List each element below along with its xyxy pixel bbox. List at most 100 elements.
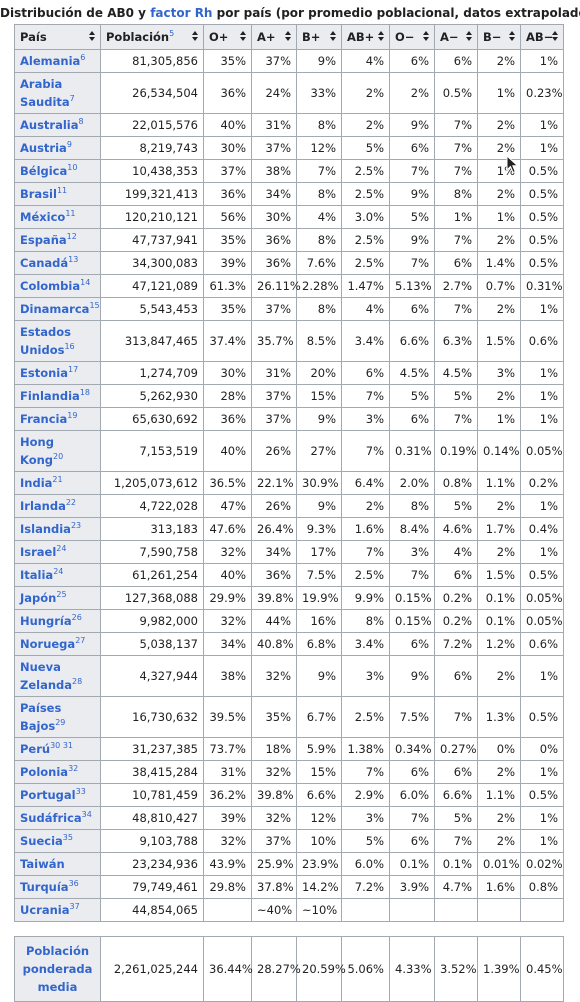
sort-icon[interactable] <box>466 31 473 43</box>
percentage-cell: 7% <box>341 540 390 564</box>
header-b-neg[interactable]: B− <box>477 24 521 50</box>
country-link[interactable]: Portugal <box>20 788 76 802</box>
reference-link[interactable]: 17 <box>68 365 79 374</box>
country-link[interactable]: Perú <box>20 742 51 756</box>
percentage-cell: 7.5% <box>296 563 342 587</box>
reference-link[interactable]: 12 <box>66 232 77 241</box>
country-link[interactable]: Finlandia <box>20 389 80 403</box>
reference-link[interactable]: 14 <box>80 278 91 287</box>
header-pais[interactable]: País <box>14 24 101 50</box>
reference-link[interactable]: 27 <box>75 636 86 645</box>
country-cell: Dinamarca15 <box>14 297 101 321</box>
reference-link[interactable]: 23 <box>70 521 82 530</box>
sort-icon[interactable] <box>240 31 247 43</box>
reference-link[interactable]: 28 <box>72 677 83 686</box>
reference-link[interactable]: 13 <box>68 255 79 264</box>
country-link[interactable]: Países Bajos <box>20 701 62 733</box>
country-link[interactable]: Islandia <box>20 522 71 536</box>
country-link[interactable]: Hungría <box>20 614 72 628</box>
reference-link[interactable]: 24 <box>53 567 64 576</box>
reference-link[interactable]: 24 <box>56 544 67 553</box>
reference-link[interactable]: 7 <box>69 94 75 103</box>
table-row: México11 120,210,121 56% 30% 4% 3.0% 5% 1% 1% 0.5… <box>14 205 564 229</box>
header-ab-pos[interactable]: AB+ <box>341 24 390 50</box>
country-link[interactable]: Nueva Zelanda <box>20 660 73 692</box>
country-link[interactable]: Colombia <box>20 279 81 293</box>
reference-link[interactable]: 10 <box>67 163 78 172</box>
country-link[interactable]: Australia <box>20 118 79 132</box>
reference-link[interactable]: 30 31 <box>50 741 73 750</box>
country-link[interactable]: Japón <box>20 591 57 605</box>
country-link[interactable]: Hong Kong <box>20 435 54 467</box>
percentage-cell: 9% <box>296 494 342 518</box>
header-ab-neg[interactable]: AB− <box>520 24 564 50</box>
percentage-cell: 5% <box>341 829 390 853</box>
reference-link[interactable]: 16 <box>64 342 75 351</box>
sort-icon[interactable] <box>552 31 559 43</box>
percentage-cell: 30% <box>251 205 297 229</box>
country-link[interactable]: Bélgica <box>20 164 68 178</box>
reference-link[interactable]: 35 <box>62 833 73 842</box>
country-link[interactable]: Arabia Saudita <box>20 77 70 109</box>
country-link[interactable]: Francia <box>20 412 68 426</box>
country-link[interactable]: Sudáfrica <box>20 811 82 825</box>
country-link[interactable]: España <box>20 233 67 247</box>
sort-icon[interactable] <box>192 31 199 43</box>
percentage-cell: 35% <box>203 228 252 252</box>
reference-link[interactable]: 32 <box>68 764 79 773</box>
sort-icon[interactable] <box>509 31 516 43</box>
reference-link[interactable]: 34 <box>81 810 92 819</box>
sort-icon[interactable] <box>285 31 292 43</box>
reference-link[interactable]: 6 <box>80 53 86 62</box>
country-link[interactable]: Estados Unidos <box>20 325 71 357</box>
country-link[interactable]: Brasil <box>20 187 57 201</box>
country-link[interactable]: Noruega <box>20 637 76 651</box>
country-link[interactable]: México <box>20 210 66 224</box>
country-link[interactable]: Canadá <box>20 256 69 270</box>
header-o-pos[interactable]: O+ <box>203 24 252 50</box>
country-link[interactable]: Turquía <box>20 880 69 894</box>
header-a-neg[interactable]: A− <box>434 24 478 50</box>
reference-link[interactable]: 18 <box>79 388 90 397</box>
reference-link[interactable]: 8 <box>78 117 84 126</box>
reference-link[interactable]: 29 <box>55 718 66 727</box>
reference-link[interactable]: 5 <box>169 29 175 38</box>
reference-link[interactable]: 25 <box>56 590 67 599</box>
reference-link[interactable]: 19 <box>67 411 78 420</box>
percentage-cell: 27% <box>296 430 342 472</box>
country-link[interactable]: Italia <box>20 568 54 582</box>
reference-link[interactable]: 9 <box>66 140 72 149</box>
country-link[interactable]: Taiwán <box>20 857 65 871</box>
country-link[interactable]: Irlanda <box>20 499 66 513</box>
percentage-cell: 10% <box>296 829 342 853</box>
reference-link[interactable]: 11 <box>56 186 68 195</box>
country-link[interactable]: Alemania <box>20 54 81 68</box>
reference-link[interactable]: 20 <box>53 452 64 461</box>
country-link[interactable]: Estonia <box>20 366 68 380</box>
reference-link[interactable]: 37 <box>69 902 80 911</box>
country-link[interactable]: Dinamarca <box>20 302 90 316</box>
reference-link[interactable]: 21 <box>52 475 63 484</box>
country-link[interactable]: India <box>20 476 53 490</box>
country-link[interactable]: Israel <box>20 545 57 559</box>
sort-icon[interactable] <box>423 31 430 43</box>
header-o-neg[interactable]: O− <box>389 24 435 50</box>
country-link[interactable]: Polonia <box>20 765 69 779</box>
reference-link[interactable]: 11 <box>65 209 76 218</box>
percentage-cell: 0.05% <box>520 430 564 472</box>
reference-link[interactable]: 22 <box>65 498 77 507</box>
header-poblacion[interactable]: Población5 <box>100 24 204 50</box>
reference-link[interactable]: 33 <box>75 787 86 796</box>
sort-icon[interactable] <box>89 31 96 43</box>
country-link[interactable]: Ucrania <box>20 903 70 917</box>
factor-rh-link[interactable]: factor Rh <box>150 6 213 20</box>
header-a-pos[interactable]: A+ <box>251 24 297 50</box>
header-b-pos[interactable]: B+ <box>296 24 342 50</box>
reference-link[interactable]: 36 <box>68 879 79 888</box>
country-link[interactable]: Suecia <box>20 834 63 848</box>
sort-icon[interactable] <box>330 31 337 43</box>
reference-link[interactable]: 15 <box>89 301 100 310</box>
sort-icon[interactable] <box>378 31 385 43</box>
country-link[interactable]: Austria <box>20 141 67 155</box>
reference-link[interactable]: 26 <box>71 613 82 622</box>
